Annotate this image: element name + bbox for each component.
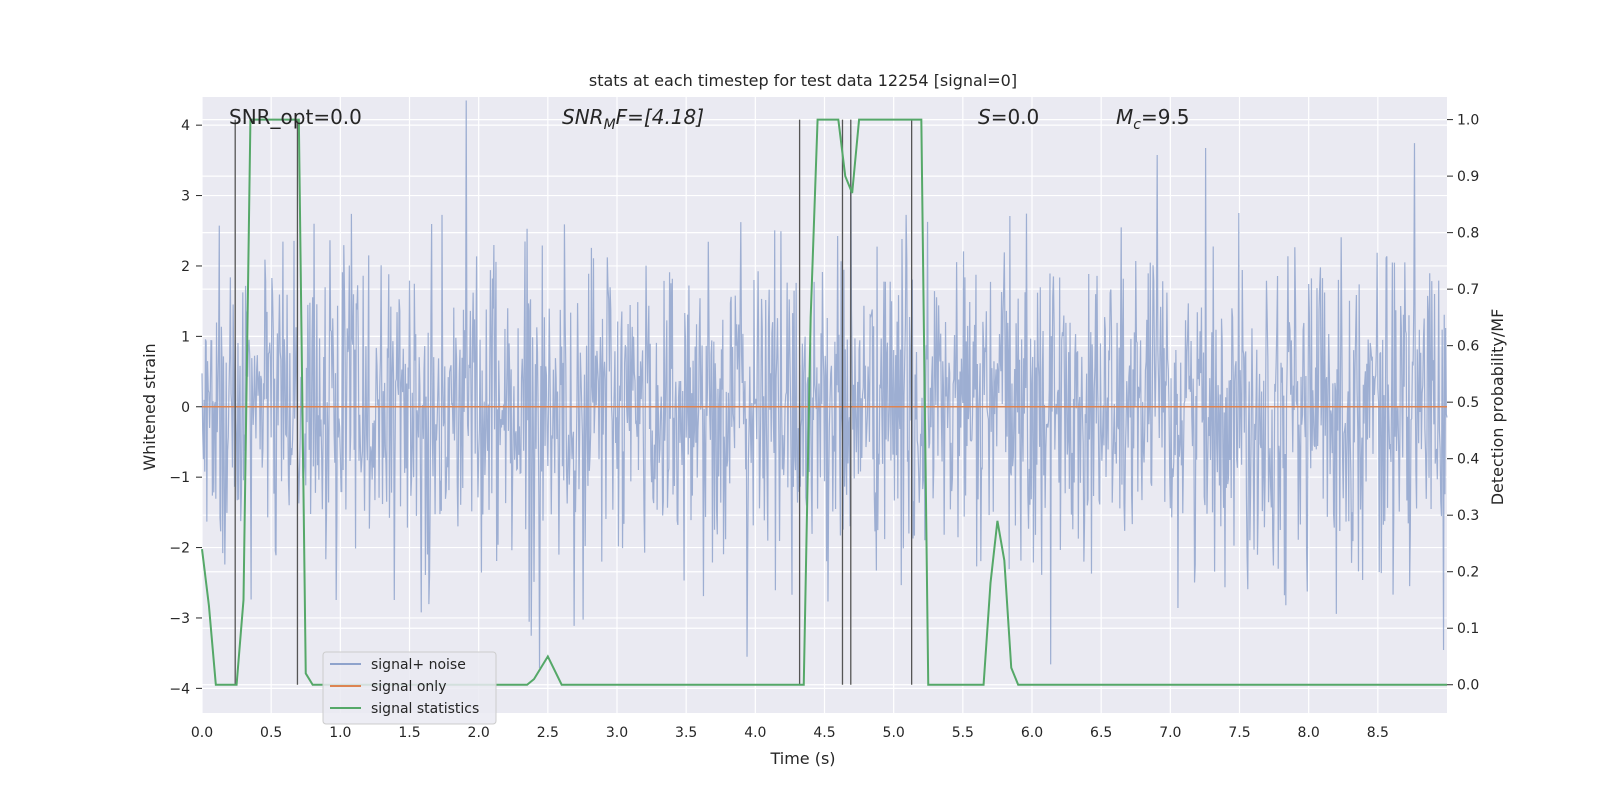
legend: signal+ noise signal only signal statist… xyxy=(322,651,497,725)
series-signal-statistics xyxy=(201,118,1447,686)
y-right-tick-label: 0.8 xyxy=(1457,226,1479,242)
x-tick-label: 6.5 xyxy=(1090,725,1112,741)
x-tick-label: 2.0 xyxy=(468,725,490,741)
y-right-tick-label: 0.4 xyxy=(1457,452,1479,468)
annotation-s-value: =0.0 xyxy=(991,105,1040,129)
x-tick-label: 5.0 xyxy=(883,725,905,741)
x-tick-label: 4.5 xyxy=(813,725,835,741)
annotation-mc-symbol: M xyxy=(1116,105,1133,129)
y-right-tick-label: 0.5 xyxy=(1457,395,1479,411)
annotation-snr-mf-subscript: M xyxy=(604,117,616,133)
annotation-mc-value: =9.5 xyxy=(1141,105,1190,129)
y-tick-label: −2 xyxy=(169,541,190,557)
y-axis-label: Whitened strain xyxy=(140,343,159,470)
x-tick-label: 1.5 xyxy=(398,725,420,741)
x-tick-label: 5.5 xyxy=(952,725,974,741)
y-right-tick-label: 1.0 xyxy=(1457,113,1479,129)
vertical-markers xyxy=(234,119,913,685)
legend-box xyxy=(322,651,497,725)
y-right-tick-label: 0.7 xyxy=(1457,282,1479,298)
x-tick-label: 8.5 xyxy=(1367,725,1389,741)
y-tick-label: −3 xyxy=(169,611,190,627)
series-signal-noise xyxy=(201,100,1448,669)
signal-statistics-line xyxy=(201,118,1447,686)
x-tick-label: 6.0 xyxy=(1021,725,1043,741)
x-tick-label: 3.0 xyxy=(606,725,628,741)
annotation-s-symbol: S xyxy=(978,105,991,129)
y-tick-label: 3 xyxy=(181,189,190,205)
annotation-mc: Mc=9.5 xyxy=(1116,105,1190,133)
legend-label-signal-statistics: signal statistics xyxy=(371,701,479,717)
annotation-s: S=0.0 xyxy=(978,105,1039,129)
y-tick-label: 4 xyxy=(181,118,190,134)
x-tick-label: 1.0 xyxy=(329,725,351,741)
y-tick-label: 1 xyxy=(181,329,190,345)
annotation-snr-opt: SNR_opt=0.0 xyxy=(229,105,362,129)
x-tick-label: 2.5 xyxy=(537,725,559,741)
y-right-tick-label: 0.9 xyxy=(1457,169,1479,185)
legend-label-signal-only: signal only xyxy=(371,679,446,695)
legend-label-signal-noise: signal+ noise xyxy=(371,657,466,673)
y-right-tick-label: 0.2 xyxy=(1457,565,1479,581)
signal-noise-line xyxy=(201,100,1448,669)
y-axis-right-label: Detection probability/MF xyxy=(1488,309,1507,506)
x-tick-label: 8.0 xyxy=(1298,725,1320,741)
y-tick-label: 2 xyxy=(181,259,190,275)
x-tick-label: 0.0 xyxy=(191,725,213,741)
x-axis-label: Time (s) xyxy=(769,749,835,768)
annotation-snr-mf: SNRMF=[4.18] xyxy=(562,105,704,133)
x-tick-label: 0.5 xyxy=(260,725,282,741)
annotation-mc-subscript: c xyxy=(1133,117,1141,133)
y-tick-label: −4 xyxy=(169,681,190,697)
annotation-snr-mf-symbol: SNR xyxy=(562,105,604,129)
annotation-snr-mf-value: F=[4.18] xyxy=(616,105,704,129)
axis-ticks: 0.0 0.5 1.0 1.5 2.0 2.5 3.0 3.5 4.0 4.5 5.0 5.5 6.0 6… xyxy=(169,113,1479,741)
y-right-tick-label: 0.1 xyxy=(1457,621,1479,637)
y-tick-label: 0 xyxy=(181,400,190,416)
y-right-tick-label: 0.0 xyxy=(1457,678,1479,694)
y-right-tick-label: 0.3 xyxy=(1457,508,1479,524)
x-tick-label: 3.5 xyxy=(675,725,697,741)
y-tick-label: −1 xyxy=(169,470,190,486)
x-tick-label: 7.0 xyxy=(1159,725,1181,741)
chart-title: stats at each timestep for test data 122… xyxy=(589,71,1017,90)
y-right-tick-label: 0.6 xyxy=(1457,339,1479,355)
x-tick-label: 7.5 xyxy=(1228,725,1250,741)
x-tick-label: 4.0 xyxy=(744,725,766,741)
